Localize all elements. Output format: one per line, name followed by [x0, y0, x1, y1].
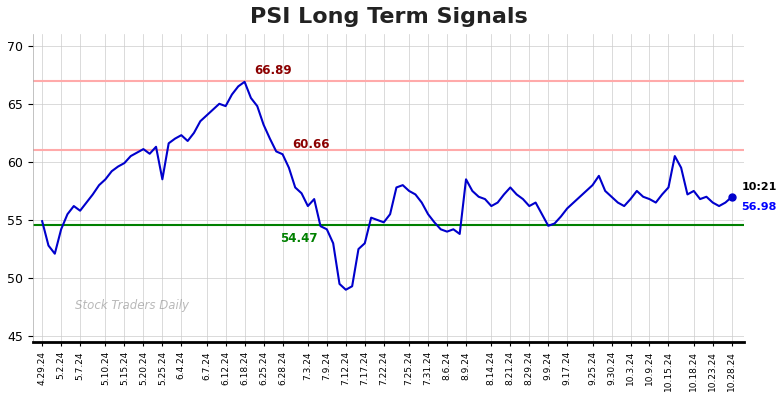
Text: 60.66: 60.66 — [292, 138, 329, 151]
Text: 66.89: 66.89 — [254, 64, 292, 77]
Text: 10:21: 10:21 — [741, 182, 777, 192]
Text: Stock Traders Daily: Stock Traders Daily — [75, 298, 190, 312]
Text: 54.47: 54.47 — [280, 232, 318, 245]
Text: 56.98: 56.98 — [741, 202, 777, 212]
Title: PSI Long Term Signals: PSI Long Term Signals — [249, 7, 528, 27]
